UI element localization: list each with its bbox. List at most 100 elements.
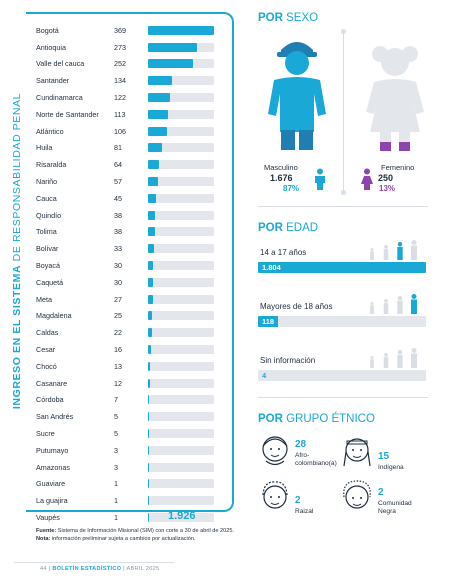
department-name: Bolívar xyxy=(36,244,59,254)
ethnic-label-3-line2: Negra xyxy=(378,508,396,515)
department-bar xyxy=(148,513,150,522)
department-row: Quindío 38 xyxy=(36,207,222,224)
department-name: Tolima xyxy=(36,227,57,237)
department-bar-track xyxy=(148,395,214,405)
department-value: 12 xyxy=(114,378,122,388)
department-value: 22 xyxy=(114,328,122,338)
sexo-divider-dot xyxy=(341,29,346,34)
age-group-bar xyxy=(258,262,426,273)
department-bar xyxy=(148,160,160,170)
female-percent: 13% xyxy=(379,184,396,193)
department-bar-track xyxy=(148,227,214,237)
ethnic-value-0: 28 xyxy=(295,439,307,450)
age-group-label: 14 a 17 años xyxy=(260,248,307,257)
department-name: Casanare xyxy=(36,378,68,388)
department-bar-track xyxy=(148,109,214,119)
divider-sexo-edad xyxy=(258,206,428,207)
department-row: Vaupés 1 xyxy=(36,509,222,526)
footer-publication: BOLETÍN ESTADÍSTICO xyxy=(52,566,122,572)
department-bar-track xyxy=(148,378,214,388)
footer: 44 | BOLETÍN ESTADÍSTICO | ABRIL 2025 xyxy=(40,566,160,572)
department-name: Sucre xyxy=(36,429,55,439)
ethnic-label-0-line1: Afro- xyxy=(295,452,310,459)
department-row: Magdalena 25 xyxy=(36,308,222,325)
department-list: Bogotá 369 Antioquia 273 Valle del cauca 252 S… xyxy=(36,22,222,526)
department-value: 30 xyxy=(114,277,122,287)
department-row: Norte de Santander 113 xyxy=(36,106,222,123)
small-boy-icon xyxy=(315,168,325,190)
department-name: Valle del cauca xyxy=(36,59,85,69)
ethnic-value-1: 15 xyxy=(378,451,390,462)
department-bar xyxy=(148,126,167,136)
ethnic-label-2-line1: Raizal xyxy=(295,508,314,515)
department-name: San Andrés xyxy=(36,412,74,422)
age-people-icon xyxy=(370,240,417,260)
age-people-icon xyxy=(370,294,417,314)
department-bar xyxy=(148,177,159,187)
ethnic-value-3: 2 xyxy=(378,487,384,498)
department-bar-track xyxy=(148,261,214,271)
age-group-bar xyxy=(258,316,279,327)
department-name: Boyacá xyxy=(36,261,60,271)
department-bar-track xyxy=(148,496,214,506)
department-bar-track xyxy=(148,294,214,304)
department-bar xyxy=(148,210,155,220)
department-bar xyxy=(148,25,214,35)
department-bar-track xyxy=(148,328,214,338)
department-bar xyxy=(148,227,155,237)
divider-edad-etnico xyxy=(258,397,428,398)
ethnic-label-3-line1: Comunidad xyxy=(378,500,412,507)
afro-colombian-face-icon xyxy=(262,436,288,466)
side-title-regular: DE RESPONSABILIDAD PENAL xyxy=(11,92,24,265)
department-row: Chocó 13 xyxy=(36,358,222,375)
footer-page-number: 44 xyxy=(40,566,47,572)
department-bar-track xyxy=(148,25,214,35)
department-name: Bogotá xyxy=(36,25,59,35)
department-bar-track xyxy=(148,429,214,439)
department-bar-track xyxy=(148,193,214,203)
department-name: Meta xyxy=(36,294,52,304)
department-bar-track xyxy=(148,42,214,52)
department-bar-track xyxy=(148,210,214,220)
department-bar xyxy=(148,462,150,472)
department-row: Caldas 22 xyxy=(36,324,222,341)
department-value: 38 xyxy=(114,227,122,237)
department-name: Caquetá xyxy=(36,277,64,287)
department-name: Córdoba xyxy=(36,395,64,405)
department-bar xyxy=(148,261,154,271)
department-bar-track xyxy=(148,76,214,86)
department-bar xyxy=(148,412,150,422)
department-bar xyxy=(148,244,154,254)
department-bar xyxy=(148,93,170,103)
department-value: 3 xyxy=(114,462,118,472)
department-row: Atlántico 106 xyxy=(36,123,222,140)
department-value: 45 xyxy=(114,193,122,203)
department-value: 5 xyxy=(114,412,118,422)
age-group-label: Sin información xyxy=(260,356,316,365)
department-bar-track xyxy=(148,513,214,522)
female-figure-icon xyxy=(366,46,424,151)
department-bar-track xyxy=(148,93,214,103)
sexo-divider-dot-bottom xyxy=(341,190,346,195)
department-row: Cesar 16 xyxy=(36,341,222,358)
department-value: 33 xyxy=(114,244,122,254)
department-value: 7 xyxy=(114,395,118,405)
department-name: Risaralda xyxy=(36,160,67,170)
department-value: 16 xyxy=(114,345,122,355)
department-row: Huila 81 xyxy=(36,140,222,157)
department-name: Guaviare xyxy=(36,479,66,489)
department-row: Caquetá 30 xyxy=(36,274,222,291)
department-bar xyxy=(148,109,169,119)
department-value: 64 xyxy=(114,160,122,170)
department-row: Guaviare 1 xyxy=(36,476,222,493)
department-row: Nariño 57 xyxy=(36,173,222,190)
department-frame xyxy=(26,12,234,512)
department-row: Antioquia 273 xyxy=(36,39,222,56)
department-bar-track xyxy=(148,143,214,153)
department-name: Cundinamarca xyxy=(36,93,83,103)
department-row: Amazonas 3 xyxy=(36,459,222,476)
department-name: Cesar xyxy=(36,345,56,355)
female-count: 250 xyxy=(378,173,394,183)
department-bar-track xyxy=(148,177,214,187)
